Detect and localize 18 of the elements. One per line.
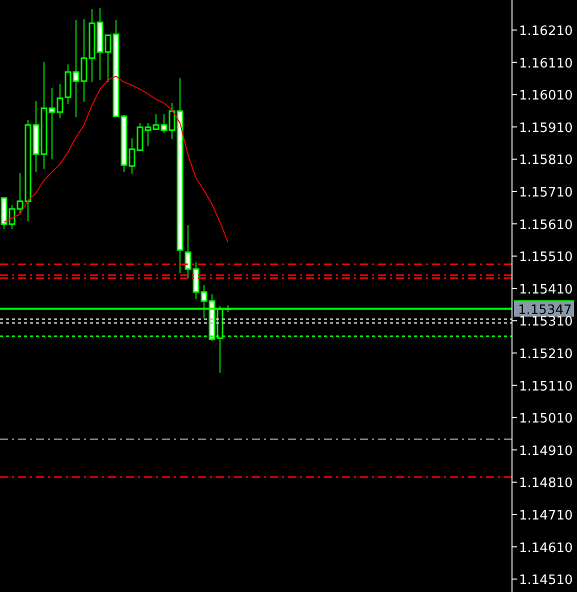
y-tick-label: 1.15610	[519, 218, 573, 233]
y-tick-label: 1.15410	[519, 282, 573, 298]
y-tick-label: 1.14810	[519, 476, 573, 492]
y-tick-label: 1.14910	[519, 444, 573, 459]
y-tick-label: 1.15310	[519, 314, 573, 330]
y-tick-label: 1.15210	[519, 347, 573, 362]
y-tick-label: 1.14610	[519, 540, 573, 556]
y-tick-label: 1.15710	[519, 186, 573, 201]
y-tick-label: 1.15110	[519, 379, 573, 394]
y-tick-label: 1.16210	[519, 24, 573, 40]
y-tick-label: 1.14710	[519, 508, 573, 524]
y-tick-label: 1.16110	[519, 56, 573, 72]
y-tick-label: 1.15010	[519, 412, 573, 427]
y-tick-label: 1.14510	[519, 573, 573, 588]
y-tick-label: 1.15810	[519, 153, 573, 168]
y-tick-label: 1.15510	[519, 250, 573, 266]
y-tick-label: 1.15910	[519, 120, 573, 136]
y-tick-label: 1.16010	[519, 88, 573, 104]
